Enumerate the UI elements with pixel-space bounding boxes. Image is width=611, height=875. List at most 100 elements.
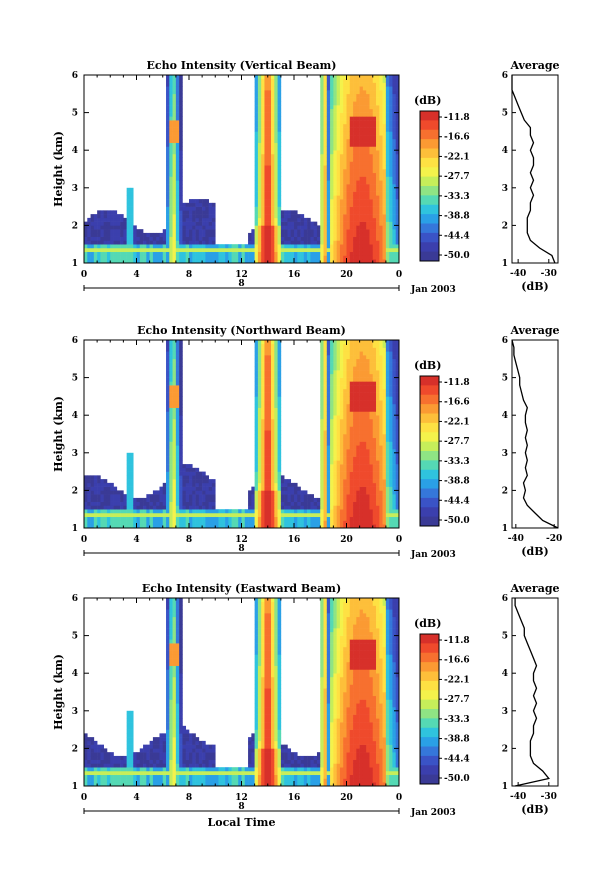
heatmap-cell — [179, 255, 183, 260]
heatmap-cell — [113, 494, 118, 499]
heatmap-cell — [343, 347, 347, 352]
heatmap-cell — [274, 411, 278, 416]
heatmap-cell — [277, 456, 282, 461]
heatmap-cell — [175, 509, 180, 514]
heatmap-cell — [211, 494, 216, 499]
heatmap-cell — [159, 251, 164, 256]
heatmap-cell — [264, 381, 269, 386]
heatmap-cell — [274, 180, 278, 185]
heatmap-cell — [330, 467, 334, 472]
heatmap-cell — [257, 509, 262, 514]
heatmap-cell — [294, 210, 298, 215]
heatmap-cell — [274, 362, 278, 367]
heatmap-cell — [362, 108, 367, 113]
heatmap-cell — [103, 225, 108, 230]
heatmap-cell — [166, 247, 170, 253]
heatmap-cell — [274, 247, 278, 253]
heatmap-cell — [313, 232, 318, 237]
heatmap-cell — [234, 247, 239, 253]
heatmap-cell — [169, 78, 173, 83]
heatmap-cell — [353, 206, 357, 211]
heatmap-cell — [336, 135, 341, 140]
heatmap-cell — [172, 202, 177, 207]
heatmap-cell — [133, 516, 137, 521]
heatmap-cell — [198, 475, 203, 480]
heatmap-cell — [97, 497, 101, 502]
colorbar-swatch — [420, 232, 439, 243]
heatmap-cell — [175, 97, 180, 102]
heatmap-cell — [277, 131, 282, 136]
heatmap-cell — [326, 494, 331, 499]
heatmap-cell — [198, 509, 203, 514]
heatmap-cell — [369, 195, 374, 200]
heatmap-cell — [136, 251, 141, 256]
heatmap-cell — [87, 247, 91, 253]
heatmap-cell — [169, 172, 173, 177]
heatmap-cell — [116, 497, 121, 502]
heatmap-cell — [284, 259, 288, 264]
heatmap-cell — [202, 217, 206, 222]
heatmap-cell — [366, 78, 370, 83]
heatmap-cell — [172, 505, 177, 510]
heatmap-cell — [152, 524, 157, 529]
heatmap-cell — [382, 445, 387, 450]
heatmap-cell — [353, 146, 357, 151]
heatmap-cell — [323, 426, 328, 431]
heatmap-cell — [382, 90, 387, 95]
heatmap-cell — [264, 449, 269, 454]
heatmap-cell — [166, 172, 170, 177]
heatmap-cell — [379, 366, 383, 371]
heatmap-cell — [277, 471, 282, 476]
heatmap-cell — [323, 516, 328, 521]
heatmap-cell — [290, 524, 295, 529]
heatmap-cell — [264, 75, 269, 80]
heatmap-cell — [349, 422, 354, 427]
heatmap-cell — [175, 381, 180, 386]
heatmap-cell — [392, 150, 397, 155]
heatmap-cell — [343, 467, 347, 472]
heatmap-cell — [326, 195, 331, 200]
heatmap-cell — [277, 157, 282, 162]
heatmap-cell — [330, 255, 334, 260]
heatmap-cell — [333, 244, 337, 249]
heatmap-cell — [179, 422, 183, 427]
heatmap-cell — [323, 370, 328, 375]
heatmap-cell — [362, 90, 367, 95]
heatmap-cell — [172, 75, 177, 80]
heatmap-cell — [166, 135, 170, 140]
heatmap-cell — [261, 180, 265, 185]
heatmap-cell — [152, 520, 157, 525]
heatmap-cell — [166, 138, 170, 143]
heatmap-cell — [372, 161, 377, 166]
heatmap-cell — [261, 247, 265, 253]
heatmap-cell — [379, 441, 383, 446]
heatmap-cell — [277, 255, 282, 260]
heatmap-cell — [179, 520, 183, 525]
heatmap-cell — [392, 202, 397, 207]
heatmap-cell — [175, 497, 180, 502]
heatmap-cell — [169, 153, 173, 159]
heatmap-cell — [336, 150, 341, 155]
heatmap-cell — [179, 225, 183, 230]
heatmap-cell — [185, 479, 190, 484]
heatmap-cell — [84, 486, 88, 491]
heatmap-cell — [274, 392, 278, 397]
heatmap-cell — [297, 490, 301, 495]
heatmap-cell — [208, 482, 213, 487]
heatmap-cell — [336, 524, 341, 529]
heatmap-cell — [179, 516, 183, 521]
heatmap-cell — [333, 516, 337, 521]
heatmap-cell — [175, 180, 180, 185]
heatmap-cell — [362, 127, 367, 132]
heatmap-cell — [84, 255, 88, 260]
heatmap-cell — [369, 460, 374, 465]
heatmap-cell — [343, 240, 347, 245]
heatmap-cell — [323, 449, 328, 454]
heatmap-cell — [379, 169, 383, 174]
heatmap-cell — [267, 97, 272, 102]
heatmap-cell — [277, 199, 282, 204]
heatmap-cell — [87, 486, 91, 491]
heatmap-cell — [336, 400, 341, 405]
heatmap-cell — [369, 217, 374, 222]
heatmap-cell — [290, 240, 295, 245]
